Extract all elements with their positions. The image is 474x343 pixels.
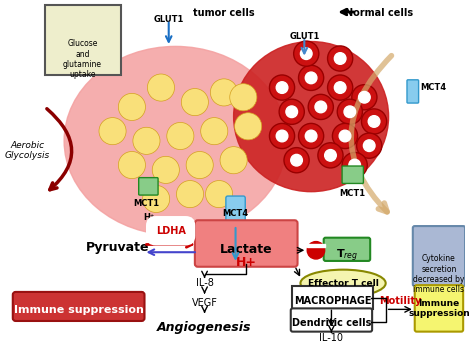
- Circle shape: [286, 106, 298, 118]
- Text: Motility: Motility: [379, 296, 421, 306]
- Circle shape: [328, 46, 353, 71]
- Circle shape: [299, 65, 324, 91]
- Text: IL-10: IL-10: [319, 333, 344, 343]
- Circle shape: [308, 94, 333, 119]
- Circle shape: [279, 99, 304, 125]
- Circle shape: [206, 180, 233, 208]
- FancyBboxPatch shape: [324, 238, 370, 261]
- Circle shape: [362, 109, 387, 134]
- Text: H+: H+: [236, 256, 257, 269]
- Circle shape: [299, 123, 324, 149]
- Circle shape: [307, 241, 325, 259]
- Circle shape: [315, 101, 327, 113]
- Text: MACROPHAGE: MACROPHAGE: [294, 296, 371, 306]
- Circle shape: [349, 159, 361, 171]
- Ellipse shape: [234, 42, 389, 192]
- Circle shape: [305, 72, 317, 84]
- Ellipse shape: [301, 270, 386, 297]
- Circle shape: [118, 152, 146, 179]
- Text: Cytokine
secretion
decreased by
immune cells: Cytokine secretion decreased by immune c…: [413, 254, 465, 294]
- Circle shape: [339, 130, 351, 142]
- Text: GLUT1: GLUT1: [289, 32, 319, 42]
- Circle shape: [291, 154, 302, 166]
- Circle shape: [332, 123, 357, 149]
- Circle shape: [201, 118, 228, 145]
- Text: MCT4: MCT4: [420, 83, 447, 92]
- Text: Angiogenesis: Angiogenesis: [157, 321, 252, 334]
- Circle shape: [301, 48, 312, 59]
- Text: Effector T cell: Effector T cell: [308, 279, 379, 288]
- Circle shape: [276, 82, 288, 93]
- Circle shape: [284, 147, 309, 173]
- Circle shape: [99, 118, 126, 145]
- Circle shape: [220, 147, 247, 174]
- FancyBboxPatch shape: [226, 196, 245, 227]
- Text: Dendritic cells: Dendritic cells: [292, 318, 371, 328]
- Circle shape: [152, 156, 179, 184]
- Circle shape: [342, 152, 367, 178]
- Circle shape: [230, 84, 257, 111]
- Circle shape: [269, 75, 295, 100]
- Circle shape: [368, 116, 380, 127]
- FancyBboxPatch shape: [407, 80, 419, 103]
- Text: Lactate: Lactate: [220, 243, 273, 256]
- Text: IL-8: IL-8: [196, 278, 213, 288]
- Text: GLUT1: GLUT1: [154, 15, 184, 24]
- FancyBboxPatch shape: [45, 5, 121, 75]
- Text: Glucose
and
glutamine
uptake: Glucose and glutamine uptake: [63, 39, 102, 79]
- Circle shape: [318, 143, 343, 168]
- Ellipse shape: [64, 46, 287, 235]
- Circle shape: [269, 123, 295, 149]
- Circle shape: [133, 127, 160, 154]
- Circle shape: [235, 113, 262, 140]
- Text: tumor cells: tumor cells: [193, 8, 255, 18]
- FancyBboxPatch shape: [139, 178, 158, 195]
- Text: LDHA: LDHA: [156, 226, 186, 236]
- Text: Immune
suppression: Immune suppression: [408, 299, 470, 318]
- Circle shape: [294, 41, 319, 66]
- Circle shape: [305, 130, 317, 142]
- Circle shape: [328, 75, 353, 100]
- Circle shape: [167, 122, 194, 150]
- Text: MCT4: MCT4: [222, 209, 249, 217]
- Text: T$_{reg}$: T$_{reg}$: [336, 247, 358, 264]
- Circle shape: [147, 74, 174, 101]
- Circle shape: [143, 185, 170, 213]
- Circle shape: [325, 150, 336, 161]
- Text: VEGF: VEGF: [191, 298, 218, 308]
- Circle shape: [182, 88, 209, 116]
- Circle shape: [186, 152, 213, 179]
- Circle shape: [334, 53, 346, 64]
- Circle shape: [358, 92, 370, 103]
- Circle shape: [344, 106, 356, 118]
- Text: Normal cells: Normal cells: [345, 8, 413, 18]
- Text: MCT1: MCT1: [133, 199, 160, 208]
- Bar: [307, 244, 325, 247]
- FancyArrowPatch shape: [47, 109, 72, 190]
- Circle shape: [334, 82, 346, 93]
- FancyBboxPatch shape: [415, 285, 463, 332]
- Circle shape: [276, 130, 288, 142]
- FancyBboxPatch shape: [291, 308, 372, 332]
- Circle shape: [352, 85, 377, 110]
- Text: H⁺: H⁺: [144, 213, 155, 223]
- Text: Immune suppression: Immune suppression: [14, 305, 144, 315]
- Text: MCT1: MCT1: [340, 189, 366, 198]
- Circle shape: [356, 133, 382, 158]
- FancyBboxPatch shape: [195, 220, 298, 267]
- Circle shape: [176, 180, 204, 208]
- Circle shape: [118, 93, 146, 120]
- Circle shape: [337, 99, 363, 125]
- Text: Aerobic
Glycolysis: Aerobic Glycolysis: [5, 141, 50, 160]
- Circle shape: [364, 140, 375, 152]
- Circle shape: [210, 79, 237, 106]
- FancyBboxPatch shape: [413, 226, 465, 286]
- FancyBboxPatch shape: [342, 166, 364, 184]
- FancyBboxPatch shape: [13, 292, 145, 321]
- FancyBboxPatch shape: [292, 286, 373, 309]
- FancyArrowPatch shape: [351, 56, 392, 212]
- Text: Pyruvate: Pyruvate: [85, 241, 149, 254]
